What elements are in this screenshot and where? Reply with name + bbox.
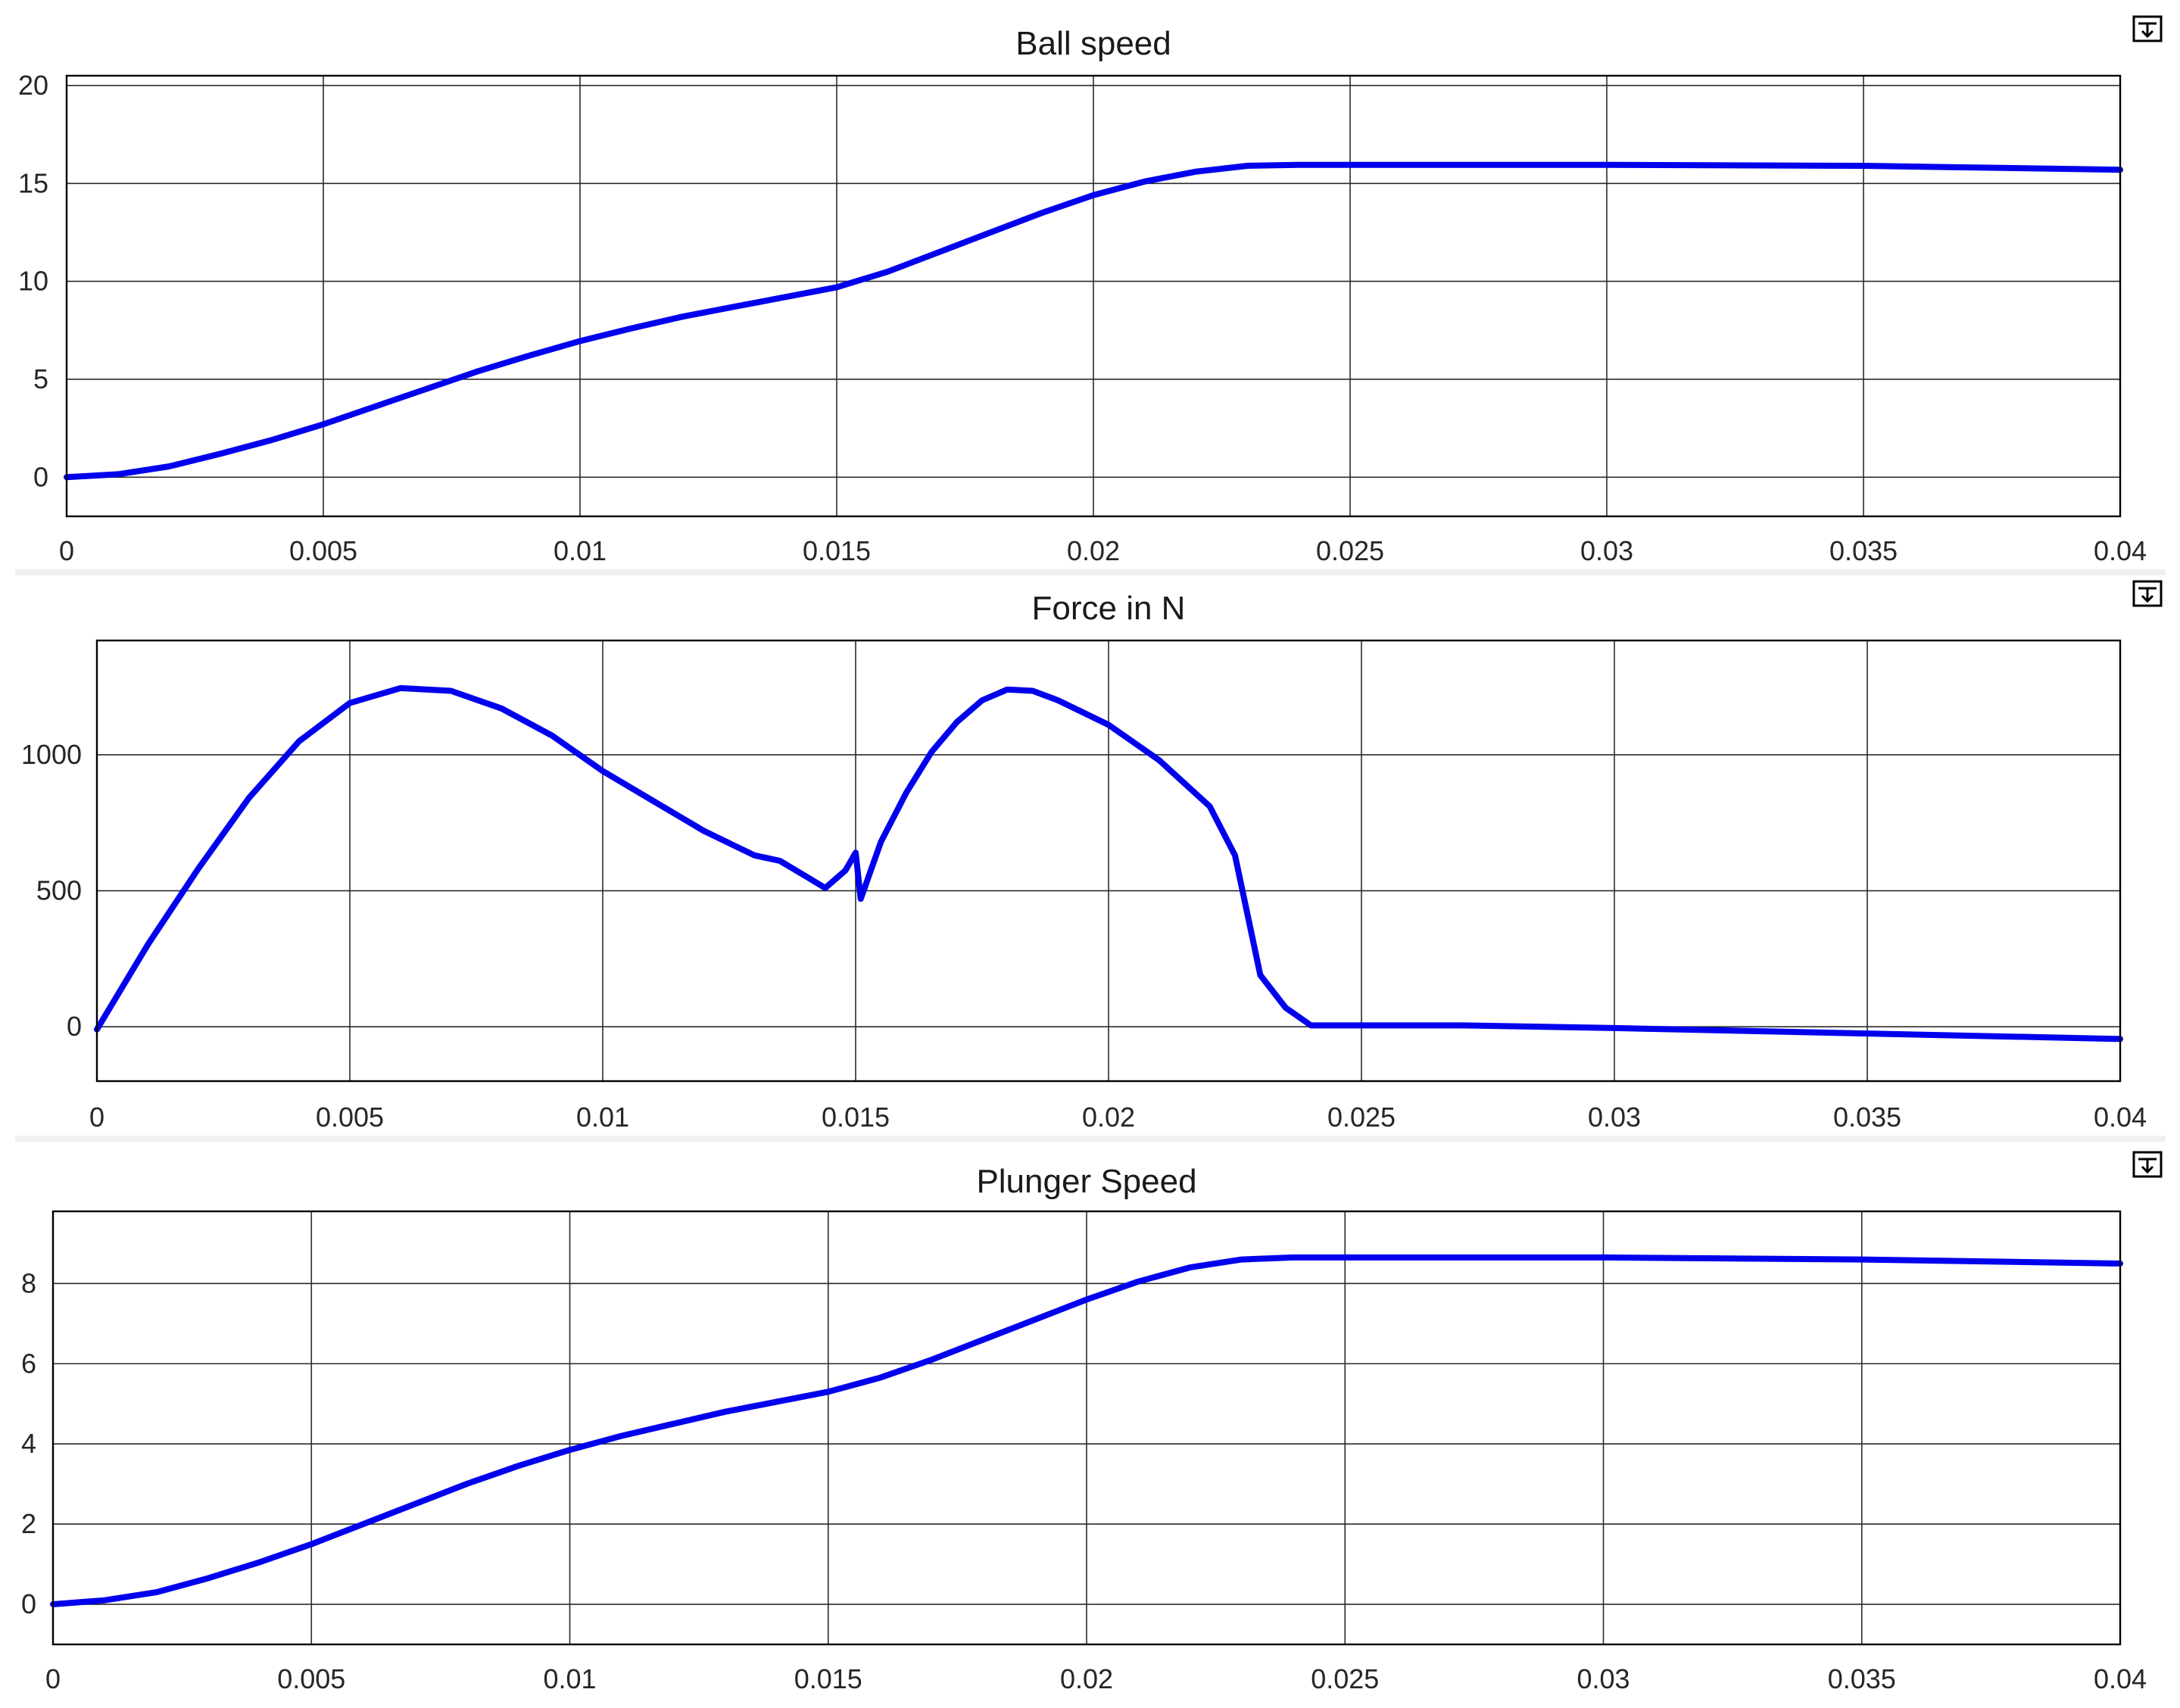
axes-menu-icon[interactable] [2132, 15, 2163, 42]
x-tick-label: 0.015 [822, 1102, 890, 1133]
chart-title: Force in N [1032, 590, 1186, 627]
chart-panel-3: Plunger Speed 0 0.005 0.01 0.015 0.02 0.025 0.0… [21, 1151, 2163, 1694]
axes-frame [95, 639, 2122, 1083]
x-tick-label: 0.03 [1577, 1663, 1630, 1694]
x-tick-label: 0.025 [1316, 535, 1384, 566]
y-tick-label: 0 [21, 1588, 36, 1619]
x-tick-label: 0.015 [794, 1663, 862, 1694]
series-line-1 [94, 684, 2123, 1043]
y-tick-label: 6 [21, 1348, 36, 1379]
panel-separator [15, 569, 2166, 575]
x-tick-label: 0.02 [1060, 1663, 1113, 1694]
y-tick-label: 15 [18, 167, 48, 198]
x-tick-label: 0.005 [289, 535, 357, 566]
arrow-down-icon [2138, 1158, 2157, 1174]
chart-panel-1: Ball speed 0 0.005 0.01 0.015 0.02 0.025 0.03 0.… [15, 15, 2166, 575]
chart-title: Ball speed [1015, 25, 1171, 62]
arrow-down-icon [2138, 587, 2157, 603]
panel-separator [15, 1136, 2166, 1142]
series-line-1 [50, 1254, 2123, 1607]
axes-frame [51, 1210, 2122, 1646]
y-tick-label: 4 [21, 1428, 36, 1459]
y-tick-label: 500 [36, 875, 82, 906]
y-tick-label: 1000 [21, 739, 82, 770]
arrow-down-icon [2138, 22, 2157, 39]
y-tick-label: 0 [33, 461, 48, 492]
x-tick-label: 0.025 [1311, 1663, 1379, 1694]
series-line-1 [64, 161, 2123, 481]
x-tick-label: 0.04 [2094, 1663, 2147, 1694]
x-tick-label: 0.035 [1829, 535, 1898, 566]
x-tick-label: 0.02 [1067, 535, 1120, 566]
x-tick-label: 0.005 [277, 1663, 345, 1694]
x-tick-label: 0.025 [1327, 1102, 1396, 1133]
y-tick-label: 20 [18, 70, 48, 101]
x-tick-label: 0.04 [2094, 1102, 2147, 1133]
y-tick-label: 2 [21, 1508, 36, 1539]
x-tick-label: 0 [45, 1663, 61, 1694]
x-tick-label: 0.035 [1828, 1663, 1896, 1694]
x-tick-label: 0.01 [576, 1102, 629, 1133]
x-tick-label: 0.04 [2094, 535, 2147, 566]
x-tick-label: 0.015 [803, 535, 871, 566]
x-tick-label: 0.03 [1588, 1102, 1641, 1133]
x-tick-label: 0 [89, 1102, 104, 1133]
x-tick-label: 0.01 [543, 1663, 596, 1694]
x-tick-label: 0 [59, 535, 74, 566]
axes-menu-icon[interactable] [2132, 1151, 2163, 1178]
chart-panel-2: Force in N 0 0.005 0.01 0.015 0.02 0.025 0.03 0.… [15, 580, 2166, 1142]
axes-menu-icon[interactable] [2132, 580, 2163, 607]
x-tick-label: 0.01 [554, 535, 607, 566]
y-tick-label: 5 [33, 363, 48, 394]
x-tick-label: 0.02 [1082, 1102, 1135, 1133]
y-tick-label: 10 [18, 266, 48, 297]
y-tick-label: 8 [21, 1267, 36, 1298]
x-tick-label: 0.005 [316, 1102, 384, 1133]
x-tick-label: 0.035 [1833, 1102, 1901, 1133]
y-tick-label: 0 [67, 1011, 82, 1042]
x-tick-label: 0.03 [1580, 535, 1633, 566]
axes-frame [65, 74, 2122, 518]
chart-title: Plunger Speed [976, 1163, 1196, 1200]
